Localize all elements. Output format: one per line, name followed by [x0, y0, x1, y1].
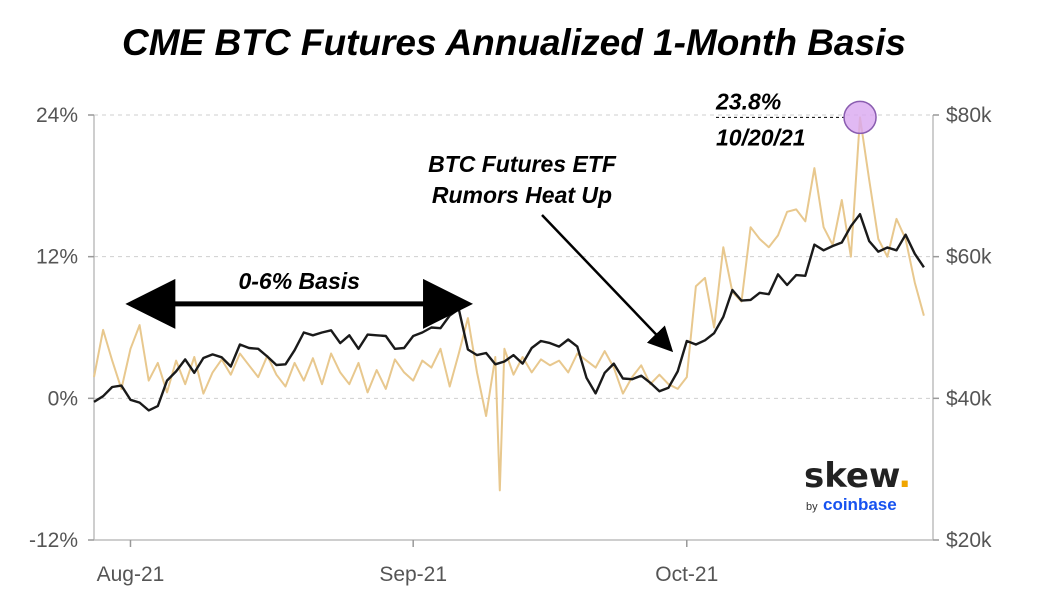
- logo-by-text: by: [806, 501, 818, 513]
- right-axis: $80k $60k $40k $20k: [933, 104, 992, 552]
- peak-highlight-marker: [843, 100, 877, 135]
- annotations: 0-6% Basis BTC Futures ETF Rumors Heat U…: [125, 88, 877, 353]
- logo-coinbase-wordmark: coinbase: [823, 495, 897, 514]
- left-tick-label: 0%: [48, 387, 78, 410]
- etf-annotation-line-2: Rumors Heat Up: [432, 182, 612, 208]
- right-tick-label: $40k: [946, 387, 992, 410]
- basis-range-label: 0-6% Basis: [238, 268, 359, 294]
- etf-annotation-arrow: [541, 214, 674, 353]
- left-tick-label: 12%: [36, 246, 78, 269]
- left-tick-label: 24%: [36, 104, 78, 127]
- left-axis: 24% 12% 0% -12%: [29, 104, 94, 552]
- btc-price-series-line: [93, 213, 925, 412]
- peak-date-label: 10/20/21: [716, 124, 806, 150]
- chart-title: CME BTC Futures Annualized 1-Month Basis: [122, 22, 906, 63]
- series-group: [93, 116, 925, 492]
- logo-skew-wordmark: skew.: [804, 456, 911, 496]
- basis-series-line: [93, 116, 925, 492]
- right-tick-label: $80k: [946, 104, 992, 127]
- peak-value-label: 23.8%: [715, 88, 781, 114]
- skew-coinbase-logo: skew. by coinbase: [804, 456, 911, 514]
- x-axis: Aug-21 Sep-21 Oct-21: [97, 540, 718, 586]
- right-tick-label: $60k: [946, 246, 992, 269]
- left-tick-label: -12%: [29, 529, 78, 552]
- right-tick-label: $20k: [946, 529, 992, 552]
- x-tick-label: Sep-21: [379, 563, 447, 586]
- etf-annotation-line-1: BTC Futures ETF: [428, 151, 617, 177]
- x-tick-label: Aug-21: [97, 563, 165, 586]
- x-tick-label: Oct-21: [655, 563, 718, 586]
- grid: [94, 114, 933, 399]
